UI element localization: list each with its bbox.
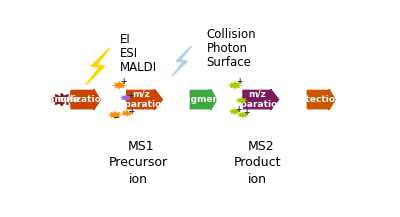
Polygon shape [307,89,335,110]
Polygon shape [172,46,192,76]
Polygon shape [228,108,241,115]
Text: +: + [121,77,127,86]
Text: detection: detection [294,95,342,104]
Text: MS2: MS2 [248,140,274,153]
Polygon shape [71,89,100,110]
Polygon shape [243,89,279,110]
Text: +: + [236,77,242,86]
Polygon shape [51,94,72,106]
Polygon shape [237,112,249,118]
Text: fragment: fragment [177,95,224,104]
Text: +: + [235,105,242,113]
Text: m/z
separation: m/z separation [113,90,168,109]
Polygon shape [190,89,217,110]
Text: Precursor
ion: Precursor ion [109,156,168,186]
Text: −: − [112,113,118,122]
Text: EI: EI [120,33,130,46]
Text: ESI: ESI [120,47,138,60]
Text: +: + [127,91,133,100]
Polygon shape [112,81,127,90]
Polygon shape [107,111,123,119]
Text: Surface: Surface [206,56,252,69]
Text: Photon: Photon [206,42,248,55]
Polygon shape [86,48,110,85]
Text: +: + [244,108,250,117]
Polygon shape [235,97,248,104]
Text: +: + [128,107,134,116]
Text: MS1: MS1 [128,140,155,153]
Text: ionization: ionization [57,95,108,104]
Text: Product
ion: Product ion [234,156,282,186]
Text: m/z
separation: m/z separation [230,90,284,109]
Polygon shape [227,81,243,90]
Polygon shape [127,89,162,110]
Text: sample: sample [44,95,80,104]
Text: Collision: Collision [206,28,256,41]
Polygon shape [119,94,132,101]
Text: MALDI: MALDI [120,61,157,74]
Polygon shape [120,110,134,117]
